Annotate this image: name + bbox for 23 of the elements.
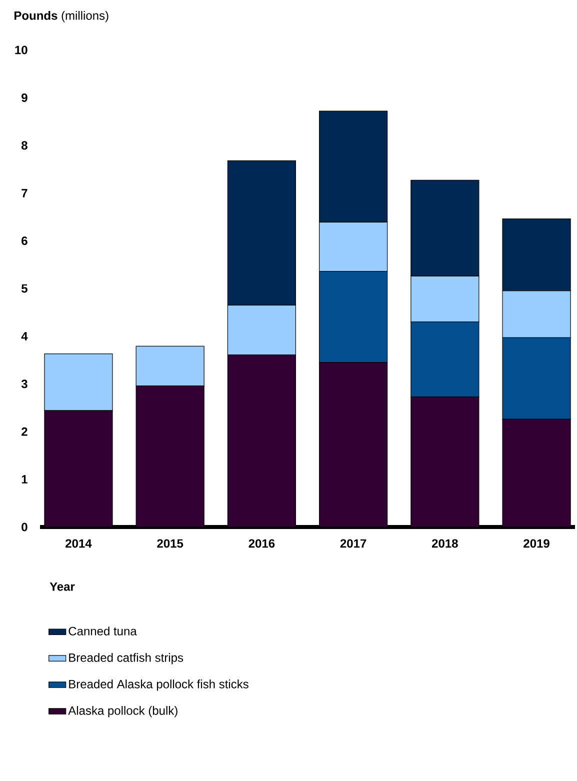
y-tick-label: 4 xyxy=(21,332,28,340)
legend-label: Breaded catfish strips xyxy=(69,653,184,664)
y-tick-label: 0 xyxy=(22,522,28,532)
y-axis-title: Pounds (millions) xyxy=(14,11,108,22)
x-axis-title: Year xyxy=(50,582,75,591)
y-tick-label: 10 xyxy=(15,46,28,54)
legend-label: Alaska pollock (bulk) xyxy=(68,706,178,718)
y-tick-label: 7 xyxy=(22,188,28,198)
y-tick-label: 9 xyxy=(22,93,28,102)
x-tick-label: 2017 xyxy=(340,539,366,548)
x-tick-label: 2019 xyxy=(524,539,550,548)
x-tick-label: 2016 xyxy=(248,539,275,548)
x-tick-label: 2015 xyxy=(157,539,184,548)
legend-label: Breaded Alaska pollock fish sticks xyxy=(69,680,248,691)
y-tick-label: 1 xyxy=(22,475,28,484)
x-tick-label: 2018 xyxy=(432,539,458,548)
y-tick-label: 6 xyxy=(22,236,28,246)
y-tick-label: 8 xyxy=(22,141,28,150)
legend-label: Canned tuna xyxy=(68,626,137,636)
y-tick-label: 3 xyxy=(21,380,28,388)
y-tick-label: 2 xyxy=(22,427,28,436)
y-tick-label: 5 xyxy=(22,284,28,293)
x-tick-label: 2014 xyxy=(66,539,92,548)
